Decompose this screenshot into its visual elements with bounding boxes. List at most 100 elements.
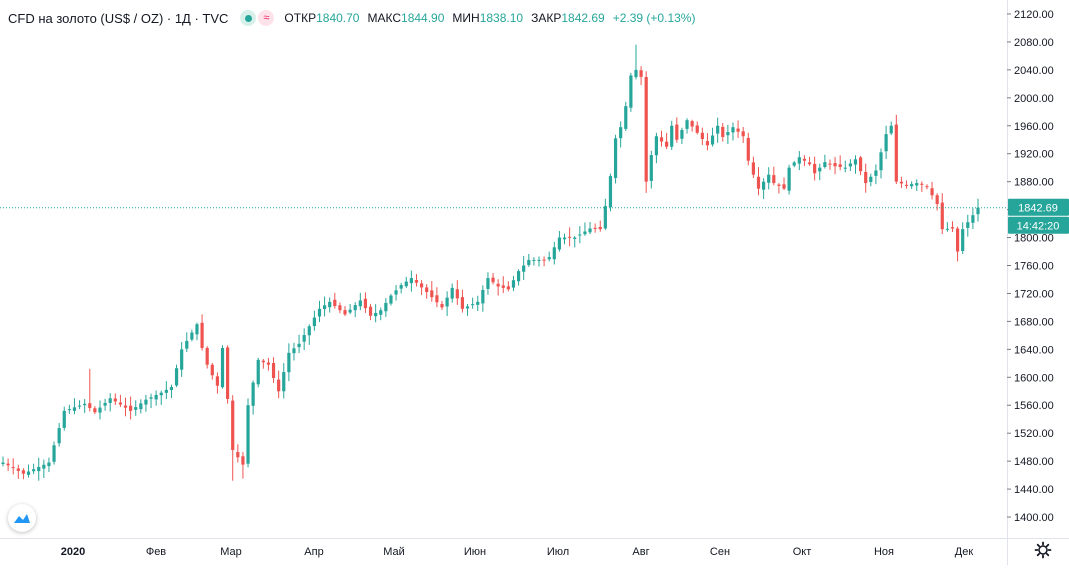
y-tick-label: 1880.00: [1014, 177, 1054, 189]
candle-body: [930, 188, 934, 196]
candle-body: [593, 227, 597, 229]
x-tick-label: Дек: [955, 546, 974, 558]
candle-body: [67, 409, 71, 411]
y-tick-label: 2120.00: [1014, 9, 1054, 21]
candle-body: [98, 407, 102, 413]
candle-body: [864, 171, 868, 184]
wave-icon[interactable]: ≈: [258, 10, 275, 26]
x-tick-label: Авг: [632, 546, 649, 558]
candle-body: [174, 368, 179, 386]
candle-body: [1, 462, 5, 464]
candle-body: [21, 470, 26, 474]
y-tick-label: 1760.00: [1014, 261, 1054, 273]
candle-body: [26, 471, 31, 475]
candle-body: [532, 259, 536, 261]
candle-body: [721, 126, 725, 137]
candle-body: [471, 304, 475, 306]
x-tick-label: Окт: [793, 546, 812, 558]
x-tick-label: 2020: [61, 546, 85, 558]
candle-body: [767, 174, 771, 183]
candle-body: [547, 257, 551, 260]
candle-body: [450, 287, 454, 299]
y-tick-label: 1680.00: [1014, 316, 1054, 328]
x-tick-label: Сен: [710, 546, 730, 558]
candle-body: [726, 132, 730, 136]
candle-body: [496, 283, 500, 287]
candle-body: [813, 163, 817, 174]
candle-body: [516, 271, 521, 282]
candle-body: [312, 317, 316, 327]
candle-body: [205, 347, 209, 365]
candle-body: [195, 324, 199, 335]
low-label: МИН: [452, 11, 480, 25]
candle-body: [353, 305, 357, 311]
candle-body: [343, 310, 347, 315]
candle-body: [920, 183, 924, 185]
candle-body: [685, 120, 689, 129]
candle-body: [134, 407, 138, 410]
candle-body: [828, 163, 832, 165]
candle-body: [501, 285, 505, 288]
candle-body: [910, 184, 914, 187]
candle-body: [568, 236, 572, 238]
candle-body: [598, 226, 602, 230]
candle-body: [419, 283, 424, 288]
tradingview-logo-icon[interactable]: [8, 504, 36, 532]
candle-body: [894, 124, 898, 182]
candle-body: [608, 176, 613, 208]
candle-body: [624, 106, 628, 129]
candle-body: [226, 347, 230, 399]
candle-body: [731, 127, 735, 133]
candle-body: [522, 265, 526, 272]
candle-body: [772, 175, 776, 184]
candle-body: [113, 398, 117, 402]
candle-body: [277, 379, 281, 392]
last-price-tag-label: 1842.69: [1018, 203, 1058, 215]
gear-icon[interactable]: [1034, 541, 1052, 559]
candle-body: [874, 170, 878, 176]
candle-body: [42, 464, 46, 469]
candle-body: [818, 167, 822, 172]
symbol-title[interactable]: CFD на золото (US$ / OZ) · 1Д · TVC: [8, 10, 229, 26]
candle-body: [665, 141, 669, 147]
eye-icon[interactable]: [240, 10, 257, 26]
candle-body: [491, 277, 495, 283]
candle-body: [159, 392, 163, 396]
y-tick-label: 1520.00: [1014, 428, 1054, 440]
candle-body: [670, 125, 674, 147]
candle-body: [843, 167, 847, 169]
candle-body: [399, 285, 403, 289]
candle-body: [619, 127, 623, 139]
candle-body: [190, 332, 194, 340]
y-tick-label: 1960.00: [1014, 121, 1054, 133]
candle-body: [506, 286, 510, 290]
candle-body: [379, 310, 383, 315]
candle-body: [409, 278, 413, 284]
candle-body: [858, 157, 863, 172]
candle-body: [394, 290, 398, 295]
candle-body: [573, 237, 577, 239]
candle-body: [266, 362, 271, 365]
candle-body: [675, 124, 679, 140]
last-price-tag: [1008, 198, 1069, 216]
candle-body: [322, 305, 327, 310]
y-tick-label: 1920.00: [1014, 149, 1054, 161]
candle-body: [889, 125, 893, 134]
chart-legend: CFD на золото (US$ / OZ) · 1Д · TVC ≈ ОТ…: [8, 9, 703, 27]
candle-body: [511, 280, 516, 288]
y-tick-label: 1560.00: [1014, 400, 1054, 412]
x-tick-label: Мар: [220, 546, 242, 558]
candle-body: [955, 228, 960, 252]
y-tick-label: 2080.00: [1014, 37, 1054, 49]
candle-body: [476, 301, 480, 305]
logo-shape: [14, 514, 30, 523]
candle-body: [695, 125, 699, 133]
candle-body: [869, 176, 873, 182]
candle-body: [62, 410, 66, 428]
y-tick-label: 1600.00: [1014, 372, 1054, 384]
candle-body: [527, 259, 531, 266]
y-tick-label: 1720.00: [1014, 288, 1054, 300]
candle-body: [144, 399, 148, 405]
